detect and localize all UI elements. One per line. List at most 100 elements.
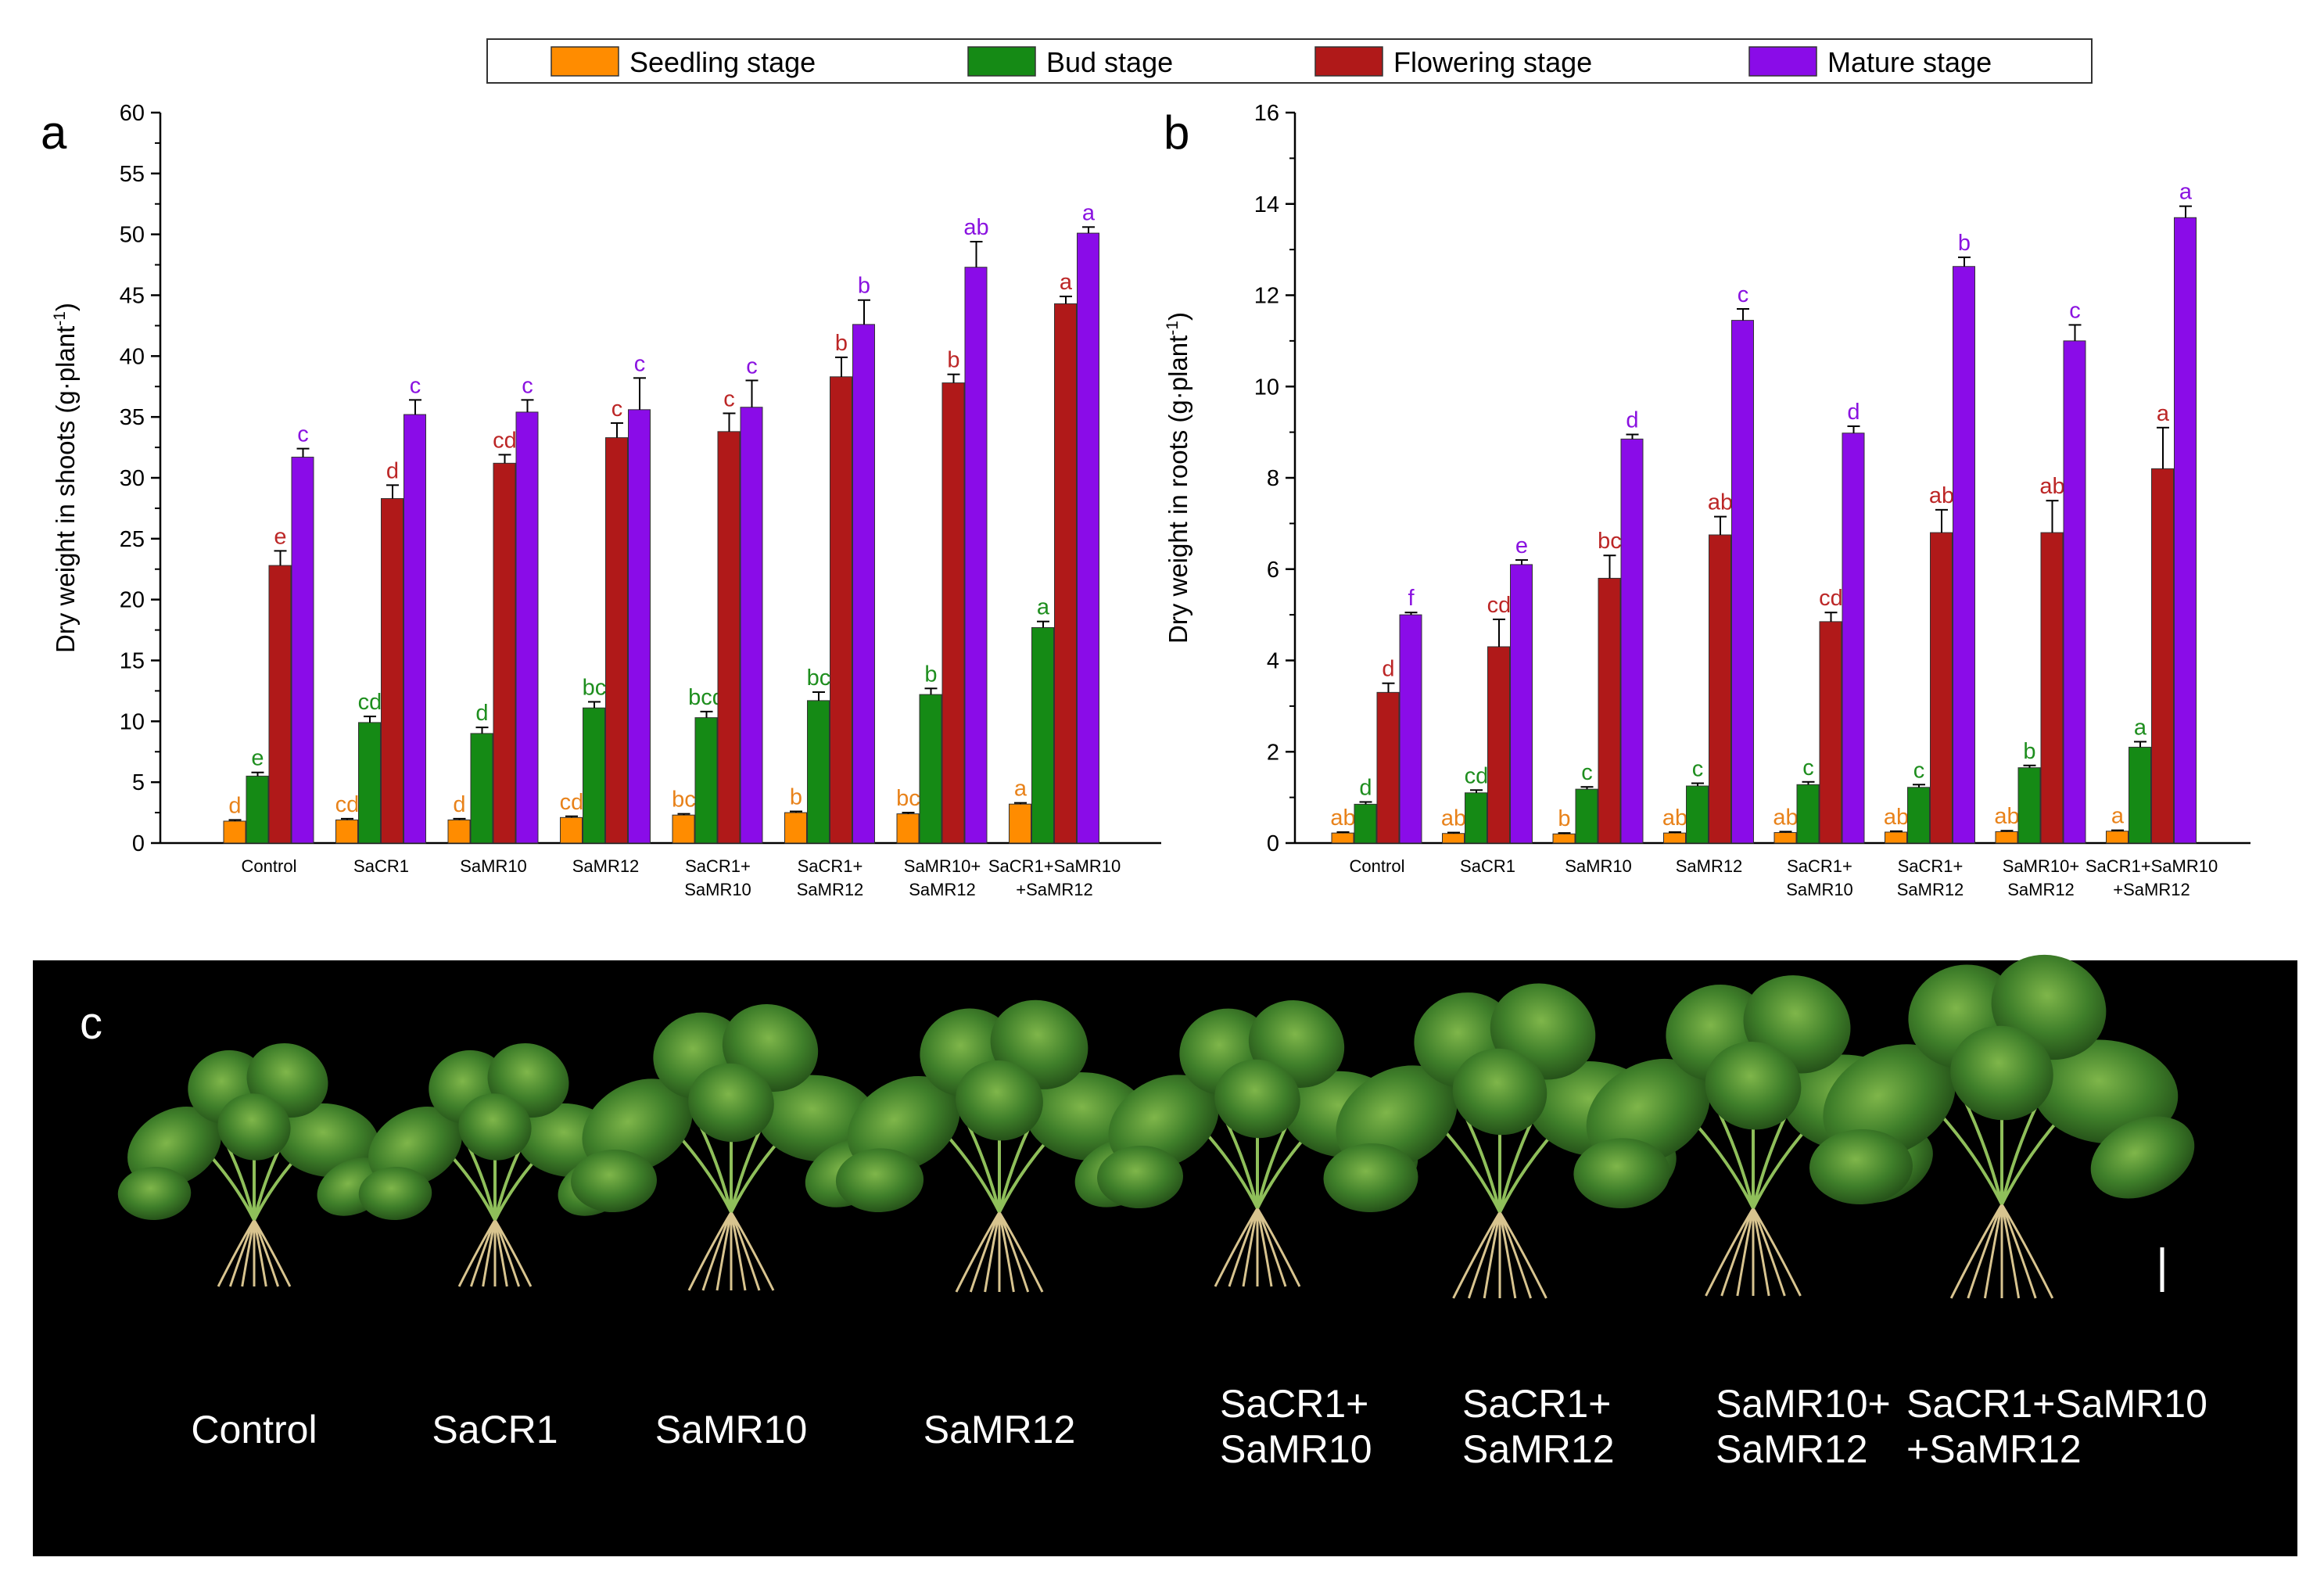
- plant-root: [1242, 1207, 1259, 1287]
- significance-letter: d: [453, 792, 465, 817]
- plant-root: [730, 1211, 747, 1291]
- bar-mature-stage: [1510, 564, 1533, 844]
- plant-label: SaCR1+SaMR10: [1906, 1382, 2207, 1426]
- plant-leaf: [835, 1148, 924, 1213]
- category-label: SaMR10: [1786, 880, 1853, 899]
- bar-mature-stage: [740, 407, 763, 844]
- significance-letter: c: [410, 373, 421, 398]
- significance-letter: a: [2179, 180, 2193, 205]
- significance-letter: bc: [583, 675, 607, 700]
- bar-mature-stage: [1731, 320, 1754, 844]
- bar-seedling-stage: [335, 819, 358, 844]
- plant-root: [2000, 1204, 2037, 1299]
- bar-flowering-stage: [717, 431, 741, 844]
- legend-label-1: Seedling stage: [629, 46, 816, 78]
- plant-label: SaCR1+: [1220, 1382, 1368, 1426]
- significance-letter: ab: [1441, 806, 1466, 831]
- bar-seedling-stage: [2106, 831, 2129, 844]
- bar-bud-stage: [1031, 626, 1054, 844]
- significance-letter: cd: [1819, 586, 1843, 611]
- bar-flowering-stage: [2040, 532, 2064, 844]
- y-axis-label: Dry weight in shoots (g·plant-1): [51, 303, 80, 653]
- category-label: SaMR10: [1565, 856, 1632, 876]
- significance-letter: c: [522, 373, 533, 398]
- y-tick-label: 30: [120, 466, 145, 491]
- category-label: SaCR1: [353, 856, 409, 876]
- significance-letter: ab: [1929, 483, 1954, 508]
- category-label: Control: [1350, 856, 1405, 876]
- plant-leaf: [1705, 1041, 1802, 1130]
- y-tick-label: 12: [1254, 284, 1279, 309]
- bar-mature-stage: [2174, 217, 2197, 844]
- bar-bud-stage: [694, 717, 718, 844]
- significance-letter: d: [1359, 775, 1372, 800]
- significance-letter: b: [924, 662, 937, 687]
- bar-seedling-stage: [560, 816, 583, 844]
- plant-photos: [117, 954, 2195, 1299]
- bar-mature-stage: [1077, 232, 1099, 844]
- bar-flowering-stage: [268, 565, 292, 844]
- significance-letter: cd: [335, 792, 360, 817]
- significance-letter: e: [1515, 533, 1528, 558]
- significance-letter: d: [386, 458, 399, 483]
- significance-letter: ab: [1884, 805, 1909, 830]
- plant-root: [955, 1211, 1001, 1293]
- bar-seedling-stage: [1663, 832, 1686, 844]
- category-label: SaMR10+: [904, 856, 981, 876]
- plant-leaf: [2090, 1116, 2195, 1199]
- bar-seedling-stage: [1442, 833, 1465, 844]
- y-tick-label: 0: [132, 831, 145, 856]
- category-label: SaMR12: [2007, 880, 2075, 899]
- legend-box: [486, 38, 2093, 84]
- plant-root: [998, 1211, 1030, 1293]
- plant-root: [2000, 1204, 2054, 1299]
- plant-root: [998, 1211, 1044, 1293]
- bar-mature-stage: [2063, 340, 2086, 844]
- bar-mature-stage: [964, 267, 988, 844]
- chart-shoots: 0 5 10 15 20 25 30 35 40 45 50 55 60 Dry weight in sh…: [51, 101, 1161, 899]
- bar-bud-stage: [919, 694, 942, 844]
- plant-root: [730, 1211, 775, 1291]
- y-tick-label: 2: [1267, 740, 1279, 765]
- plant-label: SaCR1: [432, 1408, 558, 1451]
- significance-letter: c: [2069, 298, 2081, 323]
- bar-bud-stage: [2017, 767, 2041, 844]
- category-label: SaCR1+: [798, 856, 863, 876]
- bar-seedling-stage: [784, 812, 807, 844]
- significance-letter: ab: [1773, 805, 1798, 830]
- bar-mature-stage: [852, 324, 875, 844]
- category-label: SaCR1+: [685, 856, 751, 876]
- plant-root: [1752, 1207, 1770, 1297]
- significance-letter: cd: [358, 690, 382, 715]
- y-tick-label: 5: [132, 770, 145, 795]
- legend-label-3: Flowering stage: [1393, 46, 1592, 78]
- significance-letter: d: [1847, 400, 1860, 425]
- plant-root: [1983, 1204, 2003, 1299]
- y-tick-label: 4: [1267, 649, 1279, 674]
- significance-letter: a: [2157, 401, 2170, 426]
- y-tick-label: 16: [1254, 101, 1279, 126]
- significance-letter: ab: [1994, 804, 2019, 829]
- category-label: SaCR1+: [1787, 856, 1852, 876]
- plant-2: [358, 1042, 632, 1287]
- plant-leaf: [217, 1093, 291, 1161]
- bar-bud-stage: [470, 733, 493, 844]
- plant-leaf: [2032, 1039, 2179, 1144]
- legend-swatch-4: [1748, 46, 1817, 77]
- significance-letter: c: [723, 386, 735, 411]
- plant-leaf: [458, 1093, 532, 1161]
- significance-letter: bc: [896, 786, 920, 811]
- plant-leaf: [1097, 1145, 1183, 1209]
- bar-flowering-stage: [941, 382, 965, 844]
- category-label: SaMR12: [1897, 880, 1964, 899]
- plant-leaf: [1452, 1048, 1548, 1136]
- plant-leaf: [1809, 1128, 1913, 1205]
- significance-letter: cd: [560, 790, 584, 815]
- category-label: SaMR12: [1676, 856, 1743, 876]
- bar-bud-stage: [2129, 746, 2151, 844]
- y-tick-label: 10: [120, 709, 145, 734]
- significance-letter: b: [835, 331, 848, 356]
- category-label: SaCR1+SaMR10: [988, 856, 1121, 876]
- category-label: Control: [242, 856, 297, 876]
- plant-root: [1214, 1207, 1259, 1287]
